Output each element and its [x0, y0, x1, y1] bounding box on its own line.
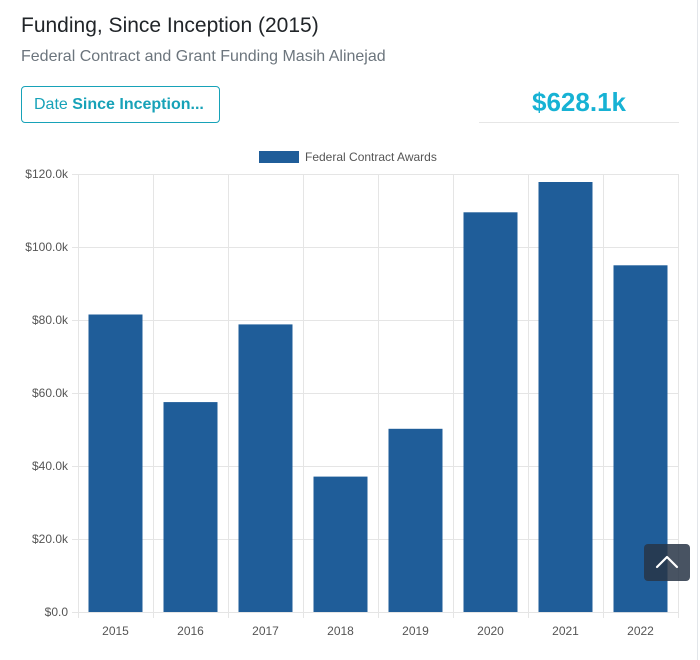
x-tick-label: 2018	[327, 624, 354, 638]
total-funding-value: $628.1k	[532, 87, 626, 117]
scroll-to-top-button[interactable]	[644, 544, 690, 581]
page-subtitle: Federal Contract and Grant Funding Masih…	[21, 48, 386, 65]
chevron-up-icon	[655, 555, 679, 569]
x-tick-label: 2019	[402, 624, 429, 638]
bar-2016	[163, 402, 218, 612]
y-tick-label: $20.0k	[32, 532, 69, 546]
chart-bars	[88, 182, 668, 613]
bar-2015	[88, 314, 143, 612]
y-tick-label: $40.0k	[32, 459, 69, 473]
x-tick-label: 2016	[177, 624, 204, 638]
y-tick-label: $60.0k	[32, 386, 69, 400]
bar-2020	[463, 212, 518, 613]
funding-bar-chart: Federal Contract Awards $0.0 $20.0k $40.0k…	[25, 150, 679, 638]
date-filter-label: Date	[34, 95, 68, 113]
total-funding: $628.1k	[479, 84, 679, 123]
legend-swatch	[259, 151, 299, 163]
y-tick-label: $0.0	[45, 605, 69, 619]
y-tick-label: $80.0k	[32, 313, 69, 327]
x-axis-labels: 2015 2016 2017 2018 2019 2020 2021 2022	[102, 624, 654, 638]
chart-legend: Federal Contract Awards	[259, 150, 437, 164]
y-tick-label: $100.0k	[25, 240, 69, 254]
y-tick-label: $120.0k	[25, 167, 69, 181]
date-filter-button[interactable]: Date Since Inception...	[21, 86, 220, 123]
bar-2018	[313, 476, 368, 612]
x-tick-label: 2017	[252, 624, 279, 638]
x-tick-label: 2015	[102, 624, 129, 638]
chart-grid	[72, 174, 679, 618]
page-title: Funding, Since Inception (2015)	[21, 14, 319, 37]
bar-2017	[238, 324, 293, 612]
x-tick-label: 2021	[552, 624, 579, 638]
y-axis-labels: $0.0 $20.0k $40.0k $60.0k $80.0k $100.0k $120.…	[25, 167, 69, 619]
x-tick-label: 2022	[627, 624, 654, 638]
bar-2019	[388, 428, 443, 612]
legend-label: Federal Contract Awards	[305, 150, 437, 164]
x-tick-label: 2020	[477, 624, 504, 638]
bar-2021	[538, 182, 593, 612]
date-filter-value: Since Inception...	[72, 95, 204, 113]
